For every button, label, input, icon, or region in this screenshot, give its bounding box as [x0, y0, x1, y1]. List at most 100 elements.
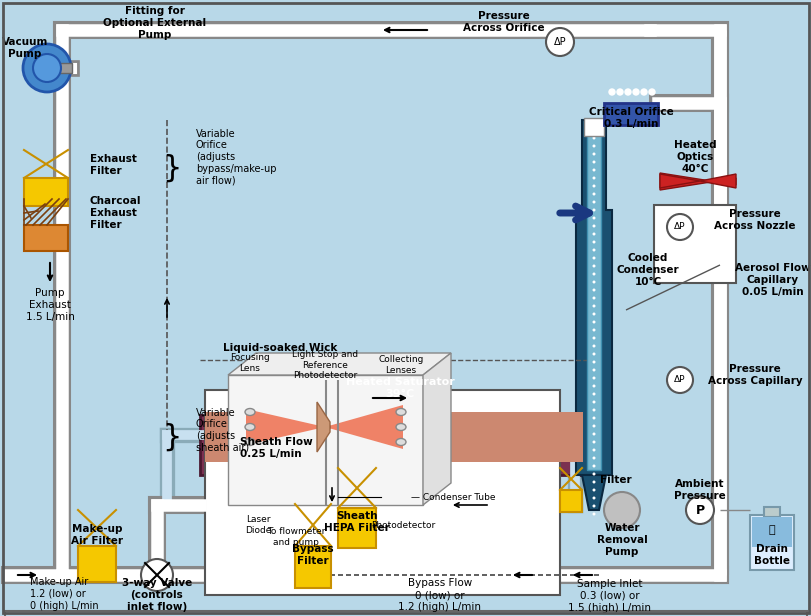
- Ellipse shape: [396, 439, 406, 445]
- Circle shape: [545, 28, 573, 56]
- Text: Heated
Optics
40°C: Heated Optics 40°C: [673, 140, 715, 174]
- Circle shape: [592, 408, 594, 411]
- Text: Sample Inlet
0.3 (low) or
1.5 (high) L/min: Sample Inlet 0.3 (low) or 1.5 (high) L/m…: [568, 580, 650, 612]
- Bar: [586, 130, 600, 470]
- Circle shape: [592, 448, 594, 452]
- Circle shape: [592, 312, 594, 315]
- Circle shape: [592, 496, 594, 500]
- Circle shape: [592, 368, 594, 371]
- Circle shape: [640, 89, 646, 95]
- Circle shape: [592, 129, 594, 131]
- Circle shape: [592, 488, 594, 492]
- Circle shape: [592, 177, 594, 179]
- Text: Sheath
HEPA Filter: Sheath HEPA Filter: [324, 511, 389, 533]
- Text: Pressure
Across Nozzle: Pressure Across Nozzle: [714, 209, 795, 231]
- Circle shape: [592, 185, 594, 187]
- Text: Bypass Flow
0 (low) or
1.2 (high) L/min: Bypass Flow 0 (low) or 1.2 (high) L/min: [398, 578, 481, 612]
- Circle shape: [592, 145, 594, 147]
- Polygon shape: [659, 173, 735, 190]
- Text: ΔP: ΔP: [673, 222, 685, 232]
- Circle shape: [592, 513, 594, 516]
- Text: Laser
Diode: Laser Diode: [244, 516, 271, 535]
- Circle shape: [592, 344, 594, 347]
- Polygon shape: [575, 120, 611, 475]
- Circle shape: [592, 472, 594, 476]
- Text: 3-way Valve
(controls
inlet flow): 3-way Valve (controls inlet flow): [122, 578, 192, 612]
- Polygon shape: [581, 475, 605, 510]
- Text: Collecting
Lenses: Collecting Lenses: [378, 355, 423, 375]
- Text: To flowmeter
and pump: To flowmeter and pump: [267, 527, 324, 547]
- Bar: [751, 517, 791, 547]
- Bar: [204, 390, 560, 595]
- Ellipse shape: [396, 424, 406, 431]
- Bar: [294, 546, 331, 588]
- Circle shape: [592, 392, 594, 395]
- Bar: [58, 63, 72, 73]
- Text: Make-up
Air Filter: Make-up Air Filter: [71, 524, 122, 546]
- Circle shape: [592, 464, 594, 468]
- Circle shape: [592, 400, 594, 403]
- Polygon shape: [228, 353, 450, 375]
- Circle shape: [320, 422, 329, 432]
- Circle shape: [592, 432, 594, 436]
- Circle shape: [33, 54, 61, 82]
- Circle shape: [592, 376, 594, 379]
- Circle shape: [592, 161, 594, 163]
- Text: Drain
Bottle: Drain Bottle: [753, 544, 789, 566]
- Polygon shape: [228, 375, 423, 505]
- Text: Aerosol Flow
Capillary
0.05 L/min: Aerosol Flow Capillary 0.05 L/min: [734, 264, 810, 296]
- Circle shape: [648, 89, 654, 95]
- Bar: [603, 103, 657, 125]
- Bar: [24, 225, 68, 251]
- Text: Fitting for
Optional External
Pump: Fitting for Optional External Pump: [103, 6, 206, 39]
- Text: }: }: [162, 423, 182, 452]
- Circle shape: [592, 256, 594, 259]
- Circle shape: [592, 272, 594, 275]
- Circle shape: [592, 336, 594, 339]
- Circle shape: [633, 89, 638, 95]
- Circle shape: [592, 296, 594, 299]
- Circle shape: [624, 89, 630, 95]
- Ellipse shape: [245, 424, 255, 431]
- Text: Photodetector: Photodetector: [371, 521, 435, 530]
- Circle shape: [592, 480, 594, 484]
- Text: Cooled
Condenser
10°C: Cooled Condenser 10°C: [616, 253, 679, 286]
- Bar: [653, 205, 735, 283]
- Circle shape: [592, 224, 594, 227]
- Bar: [78, 546, 116, 582]
- Ellipse shape: [245, 408, 255, 416]
- Circle shape: [23, 44, 71, 92]
- Circle shape: [141, 559, 173, 591]
- Circle shape: [592, 232, 594, 235]
- Text: Bypass
Filter: Bypass Filter: [292, 544, 333, 566]
- Circle shape: [592, 200, 594, 203]
- Bar: [337, 508, 375, 548]
- Circle shape: [592, 137, 594, 139]
- Bar: [560, 490, 581, 512]
- Circle shape: [666, 367, 692, 393]
- Text: Focusing
Lens: Focusing Lens: [230, 354, 269, 373]
- Circle shape: [592, 384, 594, 387]
- Circle shape: [592, 208, 594, 211]
- Text: P: P: [694, 503, 704, 516]
- Circle shape: [592, 505, 594, 508]
- Circle shape: [592, 304, 594, 307]
- Text: Ambient
Pressure: Ambient Pressure: [673, 479, 725, 501]
- Text: Water
Removal
Pump: Water Removal Pump: [596, 524, 646, 557]
- Circle shape: [592, 424, 594, 428]
- Circle shape: [592, 328, 594, 331]
- Circle shape: [608, 89, 614, 95]
- Circle shape: [592, 320, 594, 323]
- Circle shape: [592, 352, 594, 355]
- Bar: [749, 515, 793, 570]
- Circle shape: [592, 169, 594, 171]
- Circle shape: [616, 89, 622, 95]
- Bar: [200, 415, 587, 475]
- Circle shape: [592, 192, 594, 195]
- Polygon shape: [699, 174, 735, 188]
- Circle shape: [592, 216, 594, 219]
- Text: Sheath Flow
0.25 L/min: Sheath Flow 0.25 L/min: [240, 437, 312, 459]
- Polygon shape: [659, 174, 699, 188]
- Bar: [204, 412, 582, 462]
- Polygon shape: [246, 409, 324, 445]
